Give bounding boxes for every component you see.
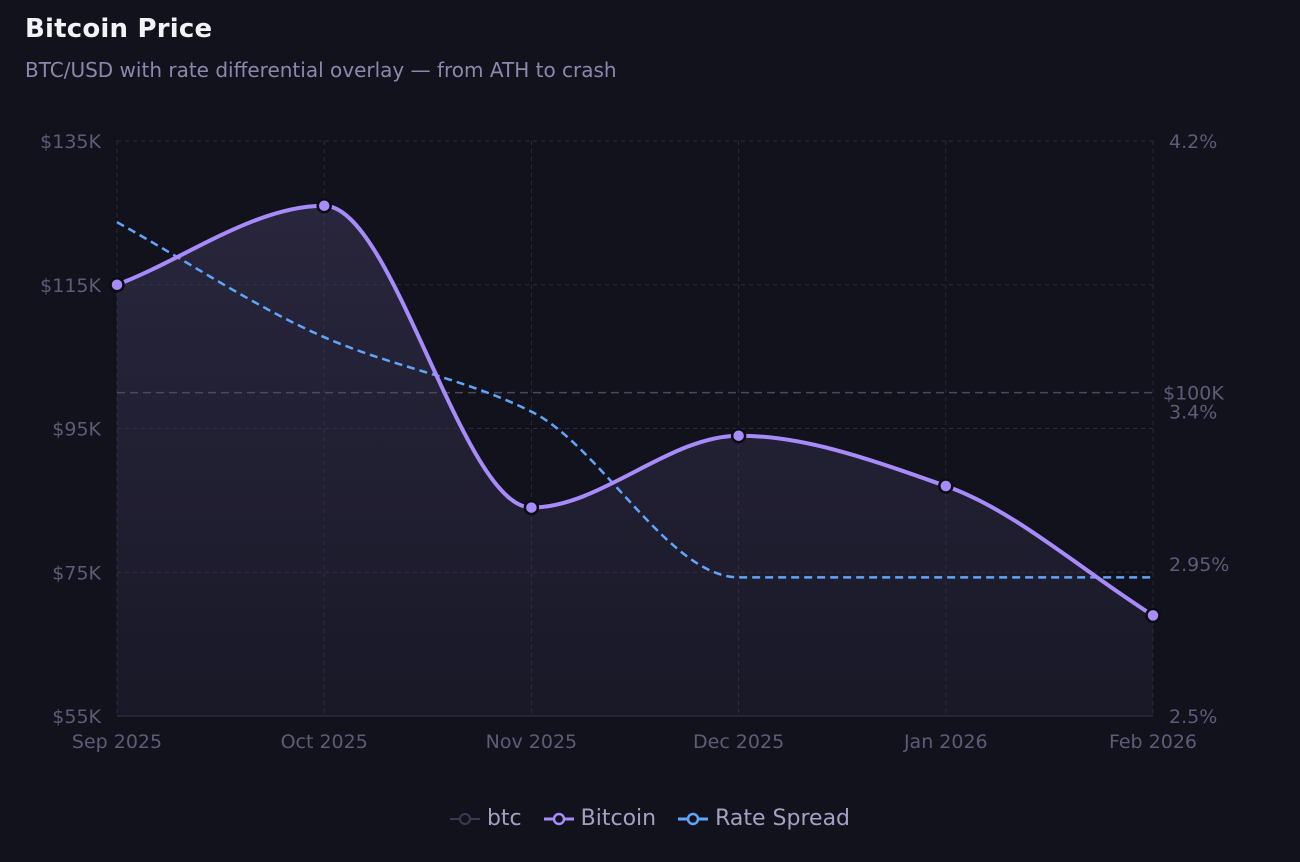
x-axis-tick-label: Dec 2025	[693, 731, 784, 753]
bitcoin-line	[115, 203, 1155, 618]
left-axis-tick-label: $55K	[52, 706, 101, 728]
right-axis-tick-label: 2.5%	[1169, 706, 1217, 728]
legend-swatch-bitcoin	[543, 812, 574, 825]
left-axis-tick-label: $115K	[40, 275, 101, 297]
x-axis-tick-label: Sep 2025	[72, 731, 162, 753]
btc-area	[117, 205, 1153, 716]
left-axis-tick-label: $95K	[52, 419, 101, 441]
right-axis-tick-label: 2.95%	[1169, 554, 1229, 576]
chart-legend: btc Bitcoin Rate Spread	[0, 806, 1300, 831]
right-axis-tick-label: 4.2%	[1169, 131, 1217, 153]
x-axis-tick-label: Oct 2025	[281, 731, 368, 753]
chart-title: Bitcoin Price	[25, 14, 213, 44]
left-axis-tick-label: $135K	[40, 131, 101, 153]
bitcoin-data-point	[1145, 607, 1161, 624]
legend-item-bitcoin[interactable]: Bitcoin	[543, 806, 657, 831]
legend-item-btc[interactable]: btc	[449, 806, 522, 831]
bitcoin-data-point	[316, 197, 332, 214]
bitcoin-data-point	[109, 277, 125, 293]
bitcoin-data-point	[523, 499, 540, 516]
x-axis-tick-label: Jan 2026	[903, 731, 988, 753]
chart-subtitle: BTC/USD with rate differential overlay —…	[25, 58, 617, 82]
left-axis-tick-label: $75K	[52, 562, 101, 584]
legend-label-bitcoin: Bitcoin	[580, 806, 657, 831]
legend-label-btc: btc	[486, 806, 522, 831]
legend-swatch-btc	[449, 812, 480, 825]
legend-item-rate-spread[interactable]: Rate Spread	[678, 806, 850, 831]
legend-swatch-rate-spread	[678, 812, 709, 825]
rate-spread-line	[116, 221, 1153, 579]
bitcoin-data-point	[938, 478, 954, 494]
legend-label-rate-spread: Rate Spread	[715, 806, 851, 831]
x-axis-tick-label: Feb 2026	[1109, 731, 1197, 753]
bitcoin-data-point	[730, 427, 747, 444]
right-axis-tick-label: 3.4%	[1169, 402, 1217, 424]
x-axis-tick-label: Nov 2025	[486, 731, 577, 753]
reference-line-label: $100K	[1163, 383, 1224, 405]
